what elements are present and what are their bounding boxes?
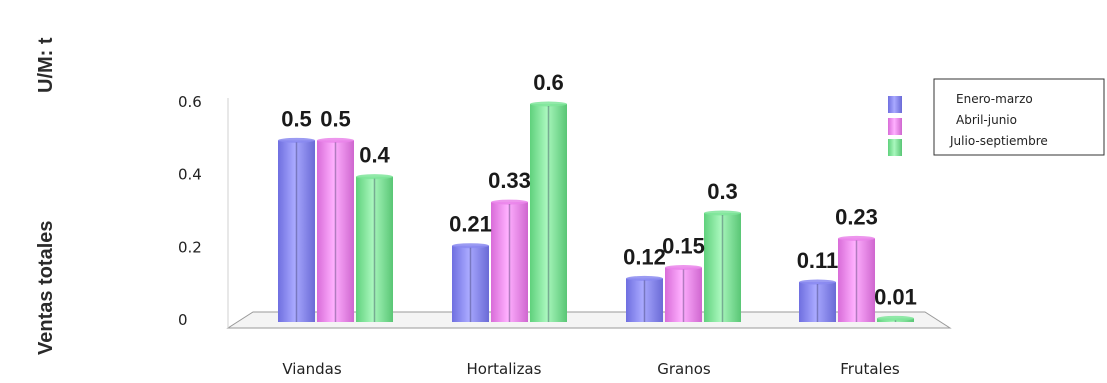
category-label: Granos xyxy=(657,360,711,378)
bar-abril-junio-hortalizas xyxy=(491,202,528,322)
bar-top-cap xyxy=(877,315,914,321)
y-axis-title: Ventas totales xyxy=(35,220,57,355)
bar-top-cap xyxy=(665,265,702,270)
bar-abril-junio-viandas xyxy=(317,140,354,322)
unit-label: U/M: t xyxy=(35,37,57,93)
bar-enero-marzo-frutales xyxy=(799,282,836,322)
data-label: 0.11 xyxy=(797,248,839,273)
bar-top-cap xyxy=(356,174,393,180)
y-tick-label: 0.6 xyxy=(178,93,202,111)
bar-abril-junio-granos xyxy=(665,267,702,322)
data-label: 0.01 xyxy=(874,284,917,309)
bar-julio-septiembre-hortalizas xyxy=(530,104,567,322)
y-tick-label: 0.4 xyxy=(178,166,202,184)
data-label: 0.33 xyxy=(488,168,531,193)
data-label: 0.5 xyxy=(320,106,351,131)
bar-top-cap xyxy=(278,137,315,143)
legend-label-abril-junio: Abril-junio xyxy=(956,113,1017,127)
bar-enero-marzo-granos xyxy=(626,278,663,322)
bar-abril-junio-frutales xyxy=(838,238,875,322)
y-tick-labels: 0 0.2 0.4 0.6 xyxy=(178,93,202,329)
legend-label-enero-marzo: Enero-marzo xyxy=(956,92,1033,106)
legend-swatch-abril-junio xyxy=(888,118,902,135)
data-label: 0.6 xyxy=(533,70,564,95)
category-label: Viandas xyxy=(282,360,342,378)
bar-julio-septiembre-viandas xyxy=(356,176,393,322)
data-label: 0.21 xyxy=(449,212,492,237)
bar-top-cap xyxy=(799,279,836,285)
bars xyxy=(278,101,914,322)
data-label: 0.12 xyxy=(623,244,666,269)
bar-top-cap xyxy=(704,210,741,216)
y-tick-label: 0.2 xyxy=(178,238,202,256)
bar-top-cap xyxy=(452,243,489,249)
data-label: 0.15 xyxy=(662,234,705,259)
legend-swatch-enero-marzo xyxy=(888,96,902,113)
bar-enero-marzo-hortalizas xyxy=(452,245,489,322)
legend-box xyxy=(933,78,1105,156)
category-label: Frutales xyxy=(840,360,900,378)
data-label: 0.3 xyxy=(707,179,738,204)
bar-top-cap xyxy=(838,235,875,241)
y-tick-label: 0 xyxy=(178,311,188,329)
bar-top-cap xyxy=(626,275,663,281)
data-labels: 0.5 0.5 0.4 0.21 0.33 0.6 0.120.15 0.3 0.11 0.23 0… xyxy=(281,70,917,309)
legend: Enero-marzo Abril-junio Julio-septiembre xyxy=(888,78,1105,156)
chart-floor xyxy=(226,311,952,329)
legend-label-julio-septiembre: Julio-septiembre xyxy=(949,134,1048,148)
data-label: 0.4 xyxy=(359,143,390,168)
category-labels: Viandas Hortalizas Granos Frutales xyxy=(282,360,900,378)
bar-top-cap xyxy=(530,101,567,107)
bar-enero-marzo-viandas xyxy=(278,140,315,322)
category-label: Hortalizas xyxy=(467,360,542,378)
bar-top-cap xyxy=(491,199,528,205)
bar-julio-septiembre-granos xyxy=(704,213,741,322)
bar-top-cap xyxy=(317,137,354,143)
data-label: 0.5 xyxy=(281,106,312,131)
legend-swatch-julio-septiembre xyxy=(888,139,902,156)
data-label: 0.23 xyxy=(835,204,878,229)
